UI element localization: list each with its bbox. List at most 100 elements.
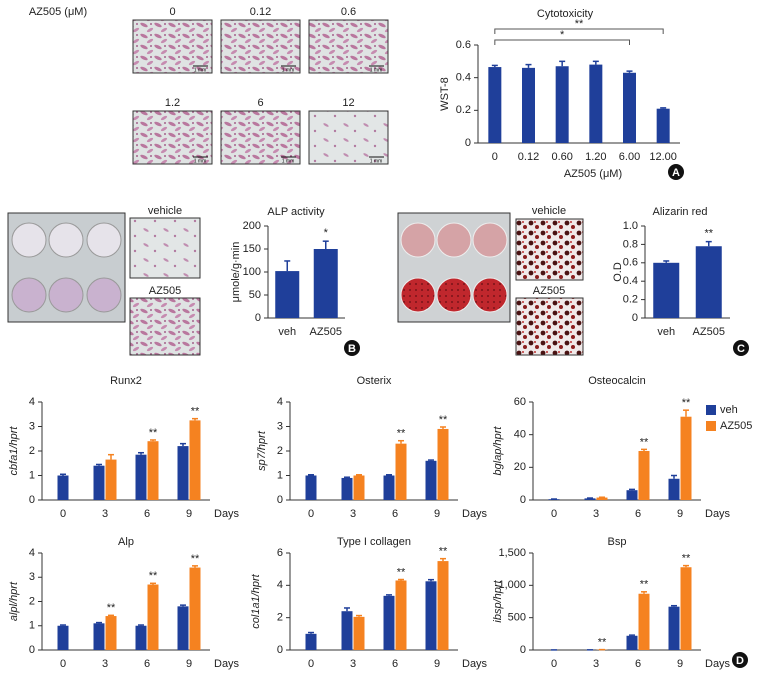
y-tick-label: 200 bbox=[243, 220, 261, 232]
y-tick-label: 6 bbox=[277, 547, 283, 559]
bar bbox=[105, 616, 117, 650]
bar bbox=[626, 635, 638, 650]
micrograph bbox=[308, 110, 389, 165]
image-label: vehicle bbox=[148, 205, 182, 217]
bar bbox=[189, 420, 201, 500]
x-axis-label: Days bbox=[462, 508, 488, 520]
x-tick-label: 0.60 bbox=[551, 151, 572, 163]
bar bbox=[383, 595, 395, 650]
y-tick-label: 40 bbox=[514, 429, 526, 441]
x-tick-label: 9 bbox=[434, 658, 440, 670]
y-tick-label: 500 bbox=[508, 612, 526, 624]
significance-label: ** bbox=[575, 18, 584, 30]
dose-label: 1.2 bbox=[165, 97, 180, 109]
y-tick-label: 20 bbox=[514, 461, 526, 473]
bar bbox=[668, 606, 680, 650]
y-tick-label: 1 bbox=[29, 469, 35, 481]
bar bbox=[395, 580, 407, 650]
dose-label: 0.6 bbox=[341, 6, 356, 18]
bar bbox=[656, 108, 670, 143]
y-tick-label: 50 bbox=[249, 289, 261, 301]
scale-bar-label: 1 mm bbox=[194, 67, 207, 73]
x-tick-label: 0 bbox=[60, 508, 66, 520]
bar bbox=[653, 262, 680, 318]
significance-label: ** bbox=[107, 602, 116, 614]
svg-text:A: A bbox=[672, 167, 680, 179]
significance-label: ** bbox=[149, 427, 158, 439]
bar bbox=[341, 611, 353, 650]
bar bbox=[425, 581, 437, 650]
scale-bar-label: 1 mm bbox=[370, 67, 383, 73]
y-tick-label: 2 bbox=[277, 612, 283, 624]
image-label: vehicle bbox=[532, 205, 566, 217]
bar bbox=[680, 416, 692, 500]
x-tick-label: 6 bbox=[392, 658, 398, 670]
x-tick-label: 9 bbox=[186, 658, 192, 670]
y-tick-label: 2 bbox=[277, 445, 283, 457]
y-tick-label: 0 bbox=[277, 644, 283, 656]
y-tick-label: 4 bbox=[277, 579, 283, 591]
y-tick-label: 3 bbox=[277, 420, 283, 432]
dose-label: 0.12 bbox=[250, 6, 271, 18]
chart-title: Alp bbox=[118, 536, 134, 548]
bar bbox=[437, 428, 449, 500]
x-tick-label: 6.00 bbox=[619, 151, 640, 163]
scale-bar-label: 1 mm bbox=[282, 158, 295, 164]
x-tick-label: 0 bbox=[308, 508, 314, 520]
bar bbox=[695, 246, 722, 318]
y-tick-label: 60 bbox=[514, 396, 526, 408]
wells bbox=[400, 222, 508, 313]
y-tick-label: 100 bbox=[243, 266, 261, 278]
bar bbox=[626, 490, 638, 500]
y-tick-label: 0.4 bbox=[623, 275, 638, 287]
x-axis-label: AZ505 (μM) bbox=[564, 168, 622, 180]
significance-label: ** bbox=[704, 228, 713, 240]
panel-badge: D bbox=[732, 652, 748, 668]
bar bbox=[93, 623, 105, 650]
x-tick-label: 6 bbox=[144, 658, 150, 670]
y-tick-label: 0.8 bbox=[623, 238, 638, 250]
y-axis-label: bglap/hprt bbox=[492, 426, 504, 476]
significance-label: ** bbox=[397, 428, 406, 440]
x-tick-label: 3 bbox=[350, 658, 356, 670]
bar bbox=[341, 477, 353, 500]
y-tick-label: 0.4 bbox=[456, 72, 471, 84]
legend-swatch bbox=[706, 405, 716, 415]
bar bbox=[488, 67, 502, 143]
chart-title: Osterix bbox=[357, 375, 392, 387]
y-axis-label: cbfa1/hprt bbox=[8, 426, 20, 476]
bar bbox=[177, 446, 189, 500]
y-tick-label: 4 bbox=[277, 396, 283, 408]
y-tick-label: 0.6 bbox=[623, 257, 638, 269]
bar bbox=[353, 475, 365, 500]
significance-label: ** bbox=[191, 406, 200, 418]
y-axis-label: sp7/hprt bbox=[256, 430, 268, 471]
x-tick-label: 3 bbox=[593, 658, 599, 670]
dose-label: 6 bbox=[257, 97, 263, 109]
y-tick-label: 0 bbox=[632, 312, 638, 324]
micrograph bbox=[129, 297, 201, 356]
bar bbox=[425, 460, 437, 500]
y-tick-label: 1.0 bbox=[623, 220, 638, 232]
x-tick-label: 6 bbox=[392, 508, 398, 520]
y-tick-label: 1 bbox=[29, 620, 35, 632]
x-axis-label: Days bbox=[214, 508, 240, 520]
bar bbox=[522, 67, 535, 143]
x-tick-label: veh bbox=[278, 326, 296, 338]
significance-bracket bbox=[494, 28, 664, 34]
y-tick-label: 1,500 bbox=[498, 547, 526, 559]
significance-label: ** bbox=[640, 436, 649, 448]
bar bbox=[177, 606, 189, 650]
bar bbox=[383, 475, 395, 500]
micrograph bbox=[515, 218, 584, 281]
svg-text:B: B bbox=[348, 343, 356, 355]
x-tick-label: 12.00 bbox=[649, 151, 677, 163]
wells bbox=[11, 222, 122, 313]
bar bbox=[668, 478, 680, 500]
chart-title: Runx2 bbox=[110, 375, 142, 387]
significance-label: * bbox=[324, 227, 329, 239]
significance-label: ** bbox=[439, 546, 448, 558]
chart-title: Alizarin red bbox=[652, 206, 707, 218]
chart-title: Bsp bbox=[608, 536, 627, 548]
